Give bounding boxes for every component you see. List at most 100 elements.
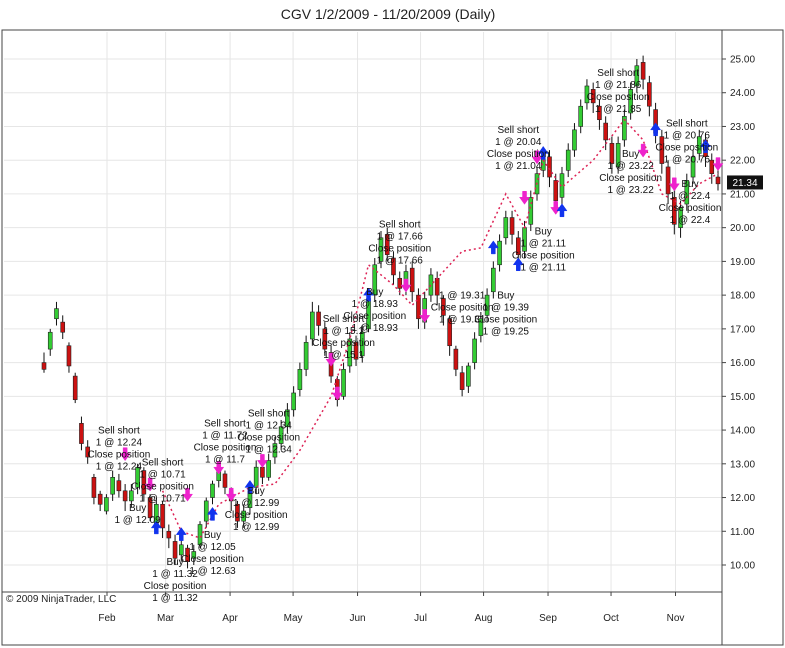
annotation-line: Buy xyxy=(129,503,146,514)
annotation-line: Sell short xyxy=(248,409,290,420)
candle-body xyxy=(478,318,484,336)
annotation-line: 1 @ 20.76 xyxy=(664,154,711,165)
candle-body xyxy=(291,392,296,411)
x-tick-label: May xyxy=(284,613,303,624)
candle-body xyxy=(122,490,128,502)
candle-body xyxy=(47,331,53,350)
candle xyxy=(572,123,577,157)
annotation-line: Buy xyxy=(366,287,383,298)
candle xyxy=(391,251,396,286)
annotation-line: Sell short xyxy=(323,314,365,325)
annotation-line: Close position xyxy=(181,554,244,565)
candle-body xyxy=(303,342,309,370)
candle-body xyxy=(378,237,384,262)
annotation-line: Close position xyxy=(512,250,575,261)
candle xyxy=(222,470,228,495)
annotation-line: Sell short xyxy=(379,220,421,231)
candle-body xyxy=(472,338,477,363)
candle xyxy=(453,345,459,377)
y-tick-label: 10.00 xyxy=(730,561,755,572)
candle-body xyxy=(110,477,115,495)
last-price-label: 21.34 xyxy=(732,178,757,189)
candle-body xyxy=(590,89,596,104)
x-tick-label: Feb xyxy=(98,613,116,624)
candle xyxy=(235,500,240,528)
candle xyxy=(590,82,596,113)
candle xyxy=(503,210,509,245)
candle-body xyxy=(447,318,452,347)
annotation-line: 1 @ 12.09 xyxy=(114,515,161,526)
x-tick-label: Aug xyxy=(475,613,493,624)
annotation-line: 1 @ 10.71 xyxy=(139,469,186,480)
candle-body xyxy=(203,500,209,522)
y-tick-label: 24.00 xyxy=(730,88,755,99)
trade-markers xyxy=(119,122,724,541)
buy-arrow-icon xyxy=(207,506,218,521)
annotation-line: 1 @ 22.4 xyxy=(670,191,711,202)
candle-body xyxy=(191,551,197,559)
annotation-line: Close position xyxy=(131,481,194,492)
x-tick-label: Jun xyxy=(349,613,365,624)
buy-arrow-icon xyxy=(244,479,256,494)
annotation-line: 1 @ 19.31 xyxy=(439,291,486,302)
annotation-line: 1 @ 11.7 xyxy=(205,455,245,466)
sell-arrow-icon xyxy=(712,157,724,171)
x-tick-label: Apr xyxy=(222,613,238,624)
candle xyxy=(466,362,471,393)
annotation-line: 1 @ 21.04 xyxy=(495,161,542,172)
candle xyxy=(185,544,190,569)
candle-body xyxy=(278,426,284,444)
candle-body xyxy=(72,375,78,401)
candle xyxy=(141,467,147,501)
annotation-line: Buy xyxy=(204,530,221,541)
candle xyxy=(347,332,353,373)
candle-body xyxy=(503,217,509,239)
annotation-line: Buy xyxy=(166,557,183,568)
candle xyxy=(384,227,390,262)
y-tick-label: 19.00 xyxy=(730,257,755,268)
annotation-line: 1 @ 19.39 xyxy=(483,303,530,314)
candle-body xyxy=(391,257,396,276)
annotation-line: 1 @ 23.22 xyxy=(607,185,654,196)
sell-arrow-icon xyxy=(225,487,237,502)
candle-body xyxy=(416,294,421,320)
candle xyxy=(609,136,615,174)
candle xyxy=(678,200,683,238)
annotation-line: Buy xyxy=(681,179,698,190)
y-tick-label: 22.00 xyxy=(730,156,755,167)
candle xyxy=(509,210,515,245)
candle-body xyxy=(715,176,721,185)
candle xyxy=(129,484,134,508)
candle-body xyxy=(260,466,265,478)
candle xyxy=(665,160,671,205)
annotation-line: Sell short xyxy=(597,68,639,79)
y-tick-label: 20.00 xyxy=(730,223,755,234)
buy-arrow-icon xyxy=(700,139,712,153)
candle-body xyxy=(484,294,490,316)
annotation-line: 1 @ 19.31 xyxy=(439,315,486,326)
candle xyxy=(91,473,97,505)
candle-body xyxy=(310,311,315,340)
y-tick-label: 12.00 xyxy=(730,493,755,504)
candle xyxy=(303,335,309,377)
candle-body xyxy=(709,159,715,174)
annotation-line: 1 @ 11.32 xyxy=(152,593,198,604)
candle xyxy=(640,55,646,90)
annotation-line: 1 @ 23.22 xyxy=(607,161,654,172)
candle-body xyxy=(253,466,259,488)
annotation-line: Close position xyxy=(312,338,375,349)
candle-body xyxy=(372,264,378,296)
candle xyxy=(484,288,490,323)
candle xyxy=(578,99,584,134)
annotation-line: 1 @ 20.04 xyxy=(495,137,542,148)
candle xyxy=(584,79,590,110)
candle-body xyxy=(678,207,683,228)
y-tick-label: 18.00 xyxy=(730,291,755,302)
